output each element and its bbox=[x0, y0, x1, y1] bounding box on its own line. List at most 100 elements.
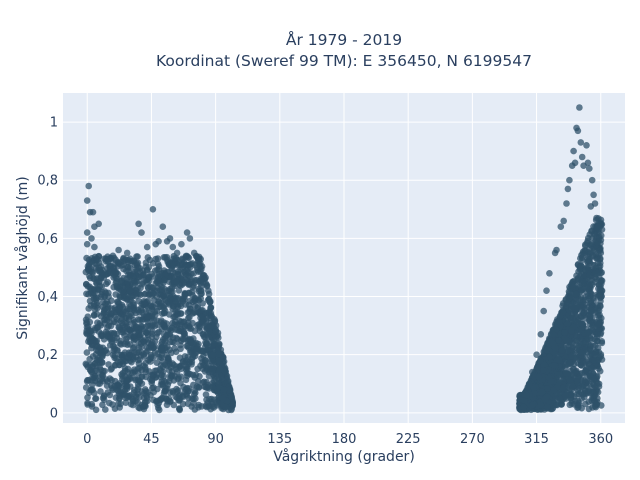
data-point bbox=[207, 314, 214, 322]
data-point bbox=[564, 347, 572, 355]
data-point bbox=[555, 337, 562, 344]
data-point bbox=[586, 271, 593, 279]
data-point bbox=[555, 356, 563, 364]
data-point bbox=[207, 305, 214, 313]
data-point bbox=[109, 401, 116, 408]
data-point bbox=[107, 366, 115, 373]
data-point bbox=[228, 406, 235, 414]
data-point bbox=[122, 399, 130, 407]
data-point bbox=[147, 288, 155, 296]
data-point bbox=[101, 288, 109, 295]
data-point bbox=[589, 281, 596, 288]
data-point bbox=[151, 367, 159, 375]
data-point bbox=[183, 369, 190, 377]
data-point bbox=[538, 388, 546, 396]
data-point bbox=[598, 280, 605, 287]
data-point bbox=[102, 406, 109, 413]
data-point bbox=[124, 354, 132, 362]
data-point bbox=[587, 389, 594, 396]
data-point bbox=[215, 380, 222, 388]
data-point bbox=[149, 206, 157, 213]
data-point bbox=[166, 235, 174, 242]
data-point bbox=[178, 318, 185, 326]
data-point bbox=[544, 403, 551, 411]
data-point bbox=[165, 355, 172, 362]
data-point bbox=[578, 320, 586, 328]
data-point bbox=[88, 344, 95, 352]
data-point bbox=[594, 344, 602, 352]
data-point bbox=[226, 386, 233, 394]
data-point bbox=[154, 255, 162, 262]
data-point bbox=[135, 297, 143, 305]
data-point bbox=[107, 322, 115, 330]
data-point bbox=[164, 381, 172, 388]
data-point bbox=[153, 307, 161, 315]
data-point bbox=[212, 328, 219, 335]
data-point bbox=[529, 401, 536, 409]
data-point bbox=[567, 282, 575, 289]
data-point bbox=[83, 349, 91, 356]
x-tick-label: 225 bbox=[396, 432, 421, 447]
data-point bbox=[566, 377, 574, 384]
data-point bbox=[137, 352, 145, 359]
data-point bbox=[573, 337, 580, 345]
data-point bbox=[164, 287, 171, 295]
data-point bbox=[142, 386, 149, 393]
data-point bbox=[149, 354, 157, 362]
data-point bbox=[133, 265, 140, 273]
data-point bbox=[82, 360, 90, 368]
x-tick-labels: 0 45 90 135 180 225 270 315 360 bbox=[83, 432, 613, 447]
data-point bbox=[95, 220, 102, 228]
data-point bbox=[141, 364, 149, 371]
data-point bbox=[166, 338, 174, 346]
data-point bbox=[577, 302, 584, 309]
data-point bbox=[195, 404, 202, 411]
data-point bbox=[142, 290, 150, 297]
data-point bbox=[144, 347, 151, 355]
data-point bbox=[228, 393, 235, 400]
data-point bbox=[83, 197, 91, 204]
data-point bbox=[521, 397, 528, 405]
data-point bbox=[89, 386, 96, 394]
data-point bbox=[170, 401, 178, 409]
data-point bbox=[161, 324, 169, 331]
data-point bbox=[155, 298, 162, 305]
data-point bbox=[123, 377, 131, 384]
data-point bbox=[594, 320, 601, 328]
data-point bbox=[199, 348, 207, 355]
data-point bbox=[552, 326, 560, 333]
data-point bbox=[166, 299, 173, 307]
data-point bbox=[173, 334, 180, 342]
data-point bbox=[97, 322, 105, 329]
data-point bbox=[173, 249, 181, 257]
data-point bbox=[566, 176, 573, 184]
data-point bbox=[111, 352, 118, 360]
data-point bbox=[597, 331, 604, 338]
data-point bbox=[138, 229, 145, 236]
data-point bbox=[137, 333, 144, 341]
data-point bbox=[204, 381, 212, 389]
data-point bbox=[173, 278, 180, 285]
data-point bbox=[129, 401, 137, 409]
data-point bbox=[111, 260, 119, 268]
data-point bbox=[140, 338, 147, 346]
data-point bbox=[563, 336, 570, 344]
data-point bbox=[126, 333, 133, 340]
data-point bbox=[172, 365, 180, 373]
data-point bbox=[111, 268, 119, 276]
data-point bbox=[189, 353, 197, 361]
data-point bbox=[564, 300, 571, 308]
data-point bbox=[201, 357, 209, 364]
data-point bbox=[99, 372, 107, 379]
data-point bbox=[215, 400, 222, 407]
data-point bbox=[97, 313, 105, 320]
data-point bbox=[582, 296, 589, 304]
data-point bbox=[169, 243, 177, 251]
data-point bbox=[82, 268, 90, 276]
data-point bbox=[106, 314, 113, 321]
data-point bbox=[128, 293, 136, 301]
data-point bbox=[220, 386, 228, 393]
data-point bbox=[113, 275, 121, 282]
data-point bbox=[172, 254, 180, 262]
data-point bbox=[556, 395, 564, 403]
